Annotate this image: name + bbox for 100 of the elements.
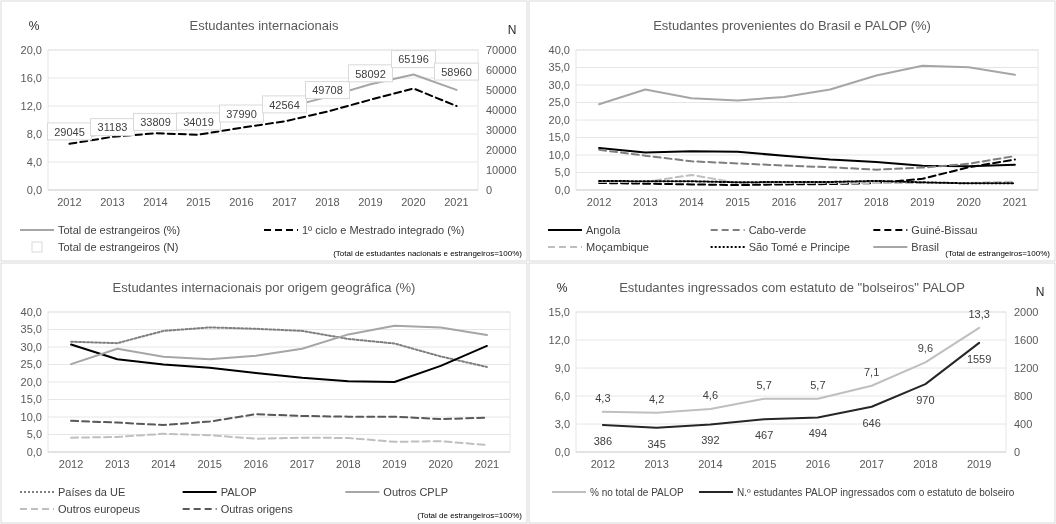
x-tick-label: 2013 <box>644 458 669 470</box>
x-tick-label: 2013 <box>100 196 125 208</box>
y-tick-label: 16,0 <box>20 71 42 84</box>
y-tick-label: 30,0 <box>20 340 42 353</box>
data-label: 5,7 <box>756 378 772 391</box>
x-tick-label: 2014 <box>151 458 176 470</box>
y-tick-label: 0,0 <box>554 445 570 458</box>
x-tick-label: 2017 <box>859 458 884 470</box>
y-tick-label: 15,0 <box>548 131 570 144</box>
legend-label: Países da UE <box>58 485 126 498</box>
legend-label: Cabo-verde <box>748 223 807 236</box>
y-tick-label: 5,0 <box>26 428 42 441</box>
x-tick-label: 2020 <box>428 458 453 470</box>
y-tick-label: 40,0 <box>20 305 42 318</box>
y2-tick-label: 40000 <box>486 103 517 116</box>
x-tick-label: 2015 <box>751 458 777 470</box>
x-tick-label: 2014 <box>679 196 704 208</box>
data-label: 13,3 <box>968 307 990 320</box>
x-tick-label: 2016 <box>229 196 254 208</box>
x-tick-label: 2013 <box>633 196 658 208</box>
text: (Total de estudantes nacionais e estrangeiros=100%) <box>333 249 523 258</box>
y-tick-label: 20,0 <box>20 43 42 56</box>
y2-tick-label: 800 <box>1014 389 1033 402</box>
x-tick-label: 2018 <box>913 458 938 470</box>
chart-title: Estudantes provenientes do Brasil e PALOP (%) <box>653 18 931 33</box>
data-label: 345 <box>647 437 666 450</box>
x-tick-label: 2012 <box>590 458 616 470</box>
x-tick-label: 2019 <box>910 196 935 208</box>
legend-label: São Tomé e Principe <box>748 240 850 253</box>
x-tick-label: 2013 <box>105 458 130 470</box>
y-tick-label: 12,0 <box>20 99 42 112</box>
data-label: 4,6 <box>702 388 719 401</box>
y-tick-label: 35,0 <box>548 61 570 74</box>
y-tick-label: 10,0 <box>20 410 42 423</box>
y2-tick-label: 20000 <box>486 143 517 156</box>
y-axis-title: % <box>28 19 40 33</box>
x-tick-label: 2016 <box>243 458 269 470</box>
x-tick-label: 2019 <box>966 458 992 470</box>
y-tick-label: 20,0 <box>20 375 42 388</box>
x-tick-label: 2021 <box>444 196 469 208</box>
x-tick-label: 2018 <box>336 458 361 470</box>
x-tick-label: 2012 <box>58 458 84 470</box>
y-tick-label: 6,0 <box>554 389 570 402</box>
y2-tick-label: 30000 <box>486 123 517 136</box>
data-label: 4,3 <box>595 391 611 404</box>
x-tick-label: 2015 <box>197 458 222 470</box>
legend-label: Brasil <box>911 240 939 253</box>
y2-tick-label: 10000 <box>486 163 517 176</box>
legend-label: Outras origens <box>220 502 294 515</box>
legend-label: Total de estrangeiros (%) <box>58 223 181 236</box>
x-tick-label: 2014 <box>698 458 723 470</box>
y-tick-label: 8,0 <box>26 127 42 140</box>
x-tick-label: 2016 <box>771 196 797 208</box>
data-label: 4,2 <box>648 392 665 405</box>
y-tick-label: 3,0 <box>554 417 570 430</box>
x-tick-label: 2015 <box>725 196 750 208</box>
legend-label: Moçambique <box>586 240 649 253</box>
y-axis-title: % <box>556 281 568 295</box>
y2-tick-label: 1600 <box>1014 333 1039 346</box>
y-tick-label: 20,0 <box>548 113 570 126</box>
legend-label: % no total de PALOP <box>590 486 685 498</box>
data-label: 9,6 <box>917 342 934 355</box>
data-label: 1559 <box>966 352 992 365</box>
legend-label: N.º estudantes PALOP ingressados com o estatuto de bolseiro <box>737 486 1015 498</box>
y-tick-label: 25,0 <box>20 358 42 371</box>
legend-label: PALOP <box>220 485 257 498</box>
y-tick-label: 25,0 <box>548 96 570 109</box>
x-tick-label: 2020 <box>956 196 981 208</box>
chart-title: Estudantes ingressados com estatuto de "bolseiros" PALOP <box>619 280 965 295</box>
y2-tick-label: 0 <box>486 183 493 196</box>
y-tick-label: 12,0 <box>548 333 570 346</box>
y-tick-label: 40,0 <box>548 43 570 56</box>
x-tick-label: 2021 <box>1002 196 1028 208</box>
y2-tick-label: 50000 <box>486 83 517 96</box>
x-tick-label: 2017 <box>817 196 843 208</box>
y2-tick-label: 60000 <box>486 63 517 76</box>
x-tick-label: 2015 <box>186 196 211 208</box>
x-tick-label: 2017 <box>289 458 315 470</box>
x-tick-label: 2017 <box>272 196 297 208</box>
chart-title: Estudantes internacionais <box>189 18 339 33</box>
legend-label: 1º ciclo e Mestrado integrado (%) <box>302 223 465 236</box>
legend-label: Angola <box>586 223 622 236</box>
data-label: 386 <box>593 434 613 447</box>
data-label: 5,7 <box>810 378 826 391</box>
y2-tick-label: 70000 <box>486 43 517 56</box>
x-tick-label: 2014 <box>143 196 168 208</box>
data-label: 7,1 <box>863 365 880 378</box>
y-tick-label: 15,0 <box>20 393 42 406</box>
x-tick-label: 2016 <box>805 458 831 470</box>
x-tick-label: 2012 <box>586 196 612 208</box>
y-tick-label: 30,0 <box>548 78 570 91</box>
legend-label: Guiné-Bissau <box>911 223 978 236</box>
data-label: 970 <box>916 393 935 406</box>
y-tick-label: 4,0 <box>26 155 42 168</box>
data-label: 467 <box>754 429 774 442</box>
y-tick-label: 9,0 <box>554 361 570 374</box>
y-tick-label: 15,0 <box>548 305 570 318</box>
x-tick-label: 2012 <box>57 196 82 208</box>
y2-axis-title: N <box>507 23 517 37</box>
x-tick-label: 2020 <box>401 196 426 208</box>
